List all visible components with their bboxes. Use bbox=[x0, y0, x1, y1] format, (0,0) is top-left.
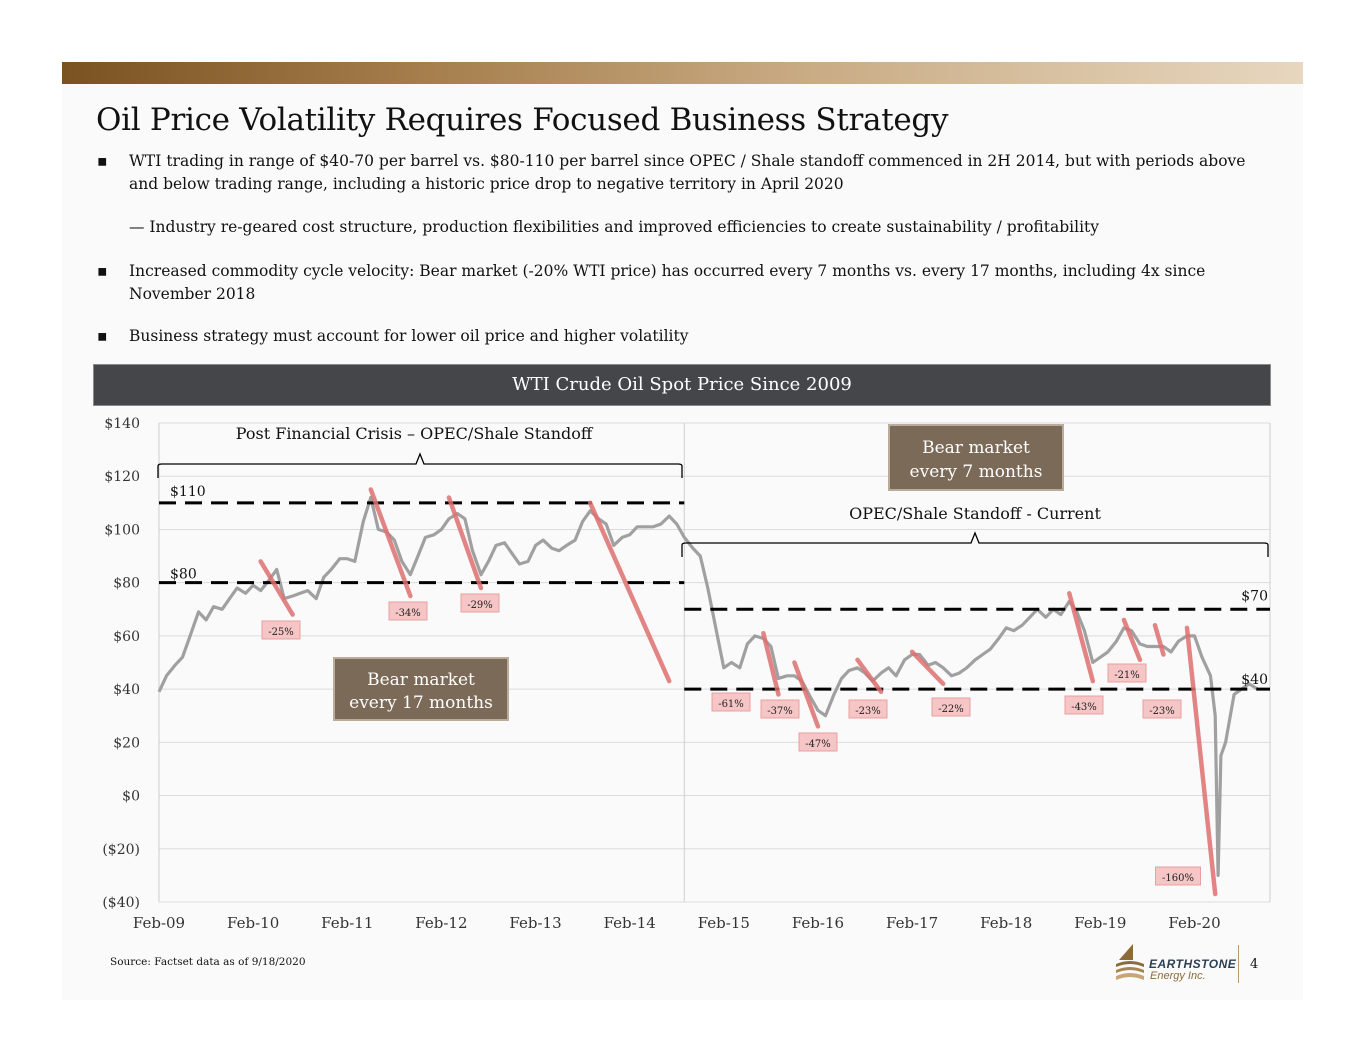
bullet-marker: ▪ bbox=[97, 262, 108, 280]
drawdown-line bbox=[258, 559, 295, 617]
bullet-text-3: Business strategy must account for lower… bbox=[129, 327, 689, 345]
y-tick-label: $0 bbox=[122, 789, 140, 805]
x-tick-label: Feb-12 bbox=[415, 914, 467, 932]
y-tick-label: ($20) bbox=[102, 842, 140, 858]
period-2-label: OPEC/Shale Standoff - Current bbox=[849, 504, 1101, 523]
drawdown-label: -23% bbox=[855, 706, 881, 717]
bullet-text-1: WTI trading in range of $40-70 per barre… bbox=[129, 152, 1246, 193]
x-tick-label: Feb-18 bbox=[980, 914, 1032, 932]
drawdown-label: -25% bbox=[268, 627, 294, 638]
drawdown-label: -160% bbox=[1162, 873, 1194, 884]
drawdown-label: -21% bbox=[1114, 670, 1140, 681]
x-tick-label: Feb-15 bbox=[698, 914, 750, 932]
drawdown-line bbox=[909, 649, 946, 687]
page-title: Oil Price Volatility Requires Focused Bu… bbox=[96, 102, 949, 138]
drawdown-line bbox=[792, 660, 821, 729]
bullet-marker: ▪ bbox=[97, 327, 108, 345]
period-bracket-2 bbox=[681, 531, 1269, 557]
drawdown-line bbox=[761, 630, 781, 697]
reference-label: $40 bbox=[1241, 672, 1268, 688]
y-tick-label: ($40) bbox=[102, 895, 140, 911]
y-tick-label: $20 bbox=[113, 735, 140, 751]
drawdown-label-box bbox=[1155, 866, 1201, 886]
bear-market-box-1-line2: every 17 months bbox=[349, 693, 493, 713]
x-tick-label: Feb-09 bbox=[133, 914, 185, 932]
x-tick-label: Feb-16 bbox=[792, 914, 844, 932]
y-tick-label: $60 bbox=[113, 629, 140, 645]
bear-market-box-2-line2: every 7 months bbox=[910, 462, 1043, 482]
footer-divider bbox=[1238, 945, 1239, 983]
bear-market-box-2 bbox=[888, 424, 1064, 491]
reference-label: $80 bbox=[170, 567, 197, 583]
x-tick-label: Feb-19 bbox=[1074, 914, 1126, 932]
y-tick-label: $140 bbox=[104, 416, 140, 432]
drawdown-label: -47% bbox=[805, 739, 831, 750]
sub-bullet-text: — Industry re-geared cost structure, pro… bbox=[129, 218, 1100, 236]
drawdown-label-box bbox=[848, 699, 888, 719]
page-number: 4 bbox=[1250, 957, 1259, 972]
y-tick-label: $120 bbox=[104, 469, 140, 485]
drawdown-label-box bbox=[760, 699, 800, 719]
y-tick-label: $100 bbox=[104, 522, 140, 538]
x-tick-label: Feb-17 bbox=[886, 914, 938, 932]
drawdown-label-box bbox=[460, 593, 500, 613]
drawdown-label-box bbox=[931, 697, 971, 717]
drawdown-line bbox=[1067, 591, 1096, 684]
drawdown-label-box bbox=[1107, 663, 1147, 683]
drawdown-label: -43% bbox=[1071, 702, 1097, 713]
drawdown-label: -23% bbox=[1149, 706, 1175, 717]
logo-subname: Energy Inc. bbox=[1150, 970, 1206, 982]
drawdown-line bbox=[368, 487, 413, 599]
drawdown-label: -22% bbox=[938, 704, 964, 715]
drawdown-label: -34% bbox=[395, 608, 421, 619]
chart-header: WTI Crude Oil Spot Price Since 2009 bbox=[93, 364, 1271, 406]
drawdown-label-box bbox=[1142, 699, 1182, 719]
x-tick-label: Feb-10 bbox=[227, 914, 279, 932]
period-bracket-1 bbox=[157, 452, 683, 478]
drawdown-line bbox=[1152, 622, 1166, 657]
x-tick-label: Feb-14 bbox=[604, 914, 656, 932]
header-gradient-bar bbox=[62, 62, 1303, 84]
drawdown-line bbox=[855, 657, 884, 695]
x-tick-label: Feb-13 bbox=[509, 914, 561, 932]
bear-market-box-1-line1: Bear market bbox=[367, 670, 475, 690]
period-1-label: Post Financial Crisis – OPEC/Shale Stand… bbox=[236, 424, 594, 443]
y-tick-label: $40 bbox=[113, 682, 140, 698]
drawdown-label-box bbox=[1064, 695, 1104, 715]
earthstone-logo-icon bbox=[1116, 944, 1144, 980]
wti-price-line bbox=[157, 495, 1259, 878]
x-tick-label: Feb-20 bbox=[1168, 914, 1220, 932]
x-tick-label: Feb-11 bbox=[321, 914, 373, 932]
logo-name: EARTHSTONE bbox=[1149, 957, 1237, 971]
bear-market-box-2-line1: Bear market bbox=[922, 438, 1030, 458]
y-tick-label: $80 bbox=[113, 576, 140, 592]
bullet-text-2: Increased commodity cycle velocity: Bear… bbox=[129, 262, 1206, 303]
drawdown-label-box bbox=[388, 601, 428, 621]
bullet-marker: ▪ bbox=[97, 152, 108, 170]
drawdown-label-box bbox=[711, 692, 751, 712]
drawdown-line bbox=[446, 495, 484, 591]
drawdown-label: -37% bbox=[767, 706, 793, 717]
reference-label: $70 bbox=[1241, 588, 1268, 604]
drawdown-label-box bbox=[261, 620, 301, 640]
bear-market-box-1 bbox=[333, 657, 509, 721]
drawdown-label: -29% bbox=[467, 600, 493, 611]
drawdown-label: -61% bbox=[718, 699, 744, 710]
drawdown-line bbox=[587, 500, 672, 684]
reference-label: $110 bbox=[170, 484, 206, 500]
drawdown-line bbox=[1121, 617, 1143, 663]
source-note: Source: Factset data as of 9/18/2020 bbox=[110, 956, 306, 968]
drawdown-line bbox=[1184, 625, 1218, 897]
drawdown-label-box bbox=[798, 732, 838, 752]
